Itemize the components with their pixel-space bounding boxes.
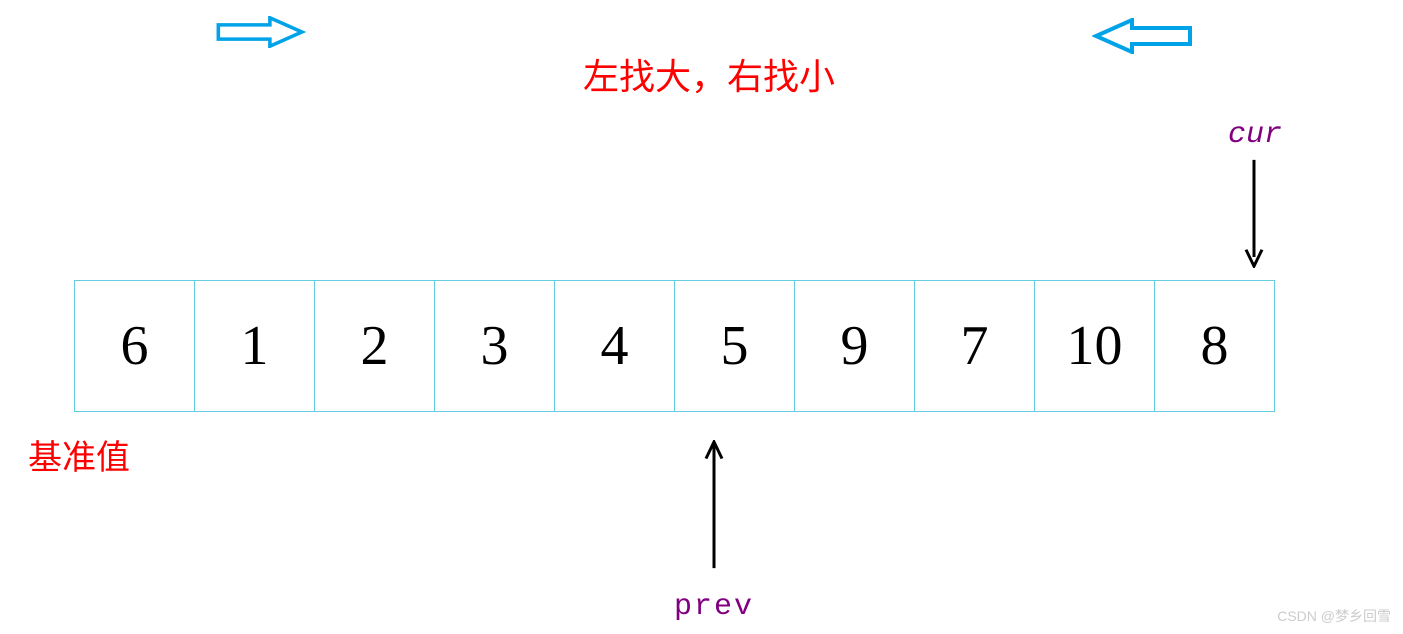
watermark-text: CSDN @梦乡回雪	[1277, 606, 1391, 626]
prev-pointer-arrow	[704, 440, 724, 570]
array-cell: 10	[1034, 280, 1155, 412]
arrow-right-icon	[216, 16, 306, 48]
array-cell: 3	[434, 280, 555, 412]
array-cell: 9	[794, 280, 915, 412]
array-cell: 8	[1154, 280, 1275, 412]
diagram-title: 左找大，右找小	[583, 48, 835, 100]
prev-pointer-label: prev	[674, 590, 754, 624]
pivot-label: 基准值	[28, 430, 130, 479]
array-cell: 2	[314, 280, 435, 412]
arrow-left-icon	[1092, 18, 1192, 54]
array-cell: 1	[194, 280, 315, 412]
array-cell: 5	[674, 280, 795, 412]
array-cell: 4	[554, 280, 675, 412]
array-cell: 7	[914, 280, 1035, 412]
cur-pointer-label: cur	[1228, 118, 1282, 152]
cur-pointer-arrow	[1244, 158, 1264, 268]
array-container: 61234597108	[74, 280, 1275, 412]
array-cell: 6	[74, 280, 195, 412]
